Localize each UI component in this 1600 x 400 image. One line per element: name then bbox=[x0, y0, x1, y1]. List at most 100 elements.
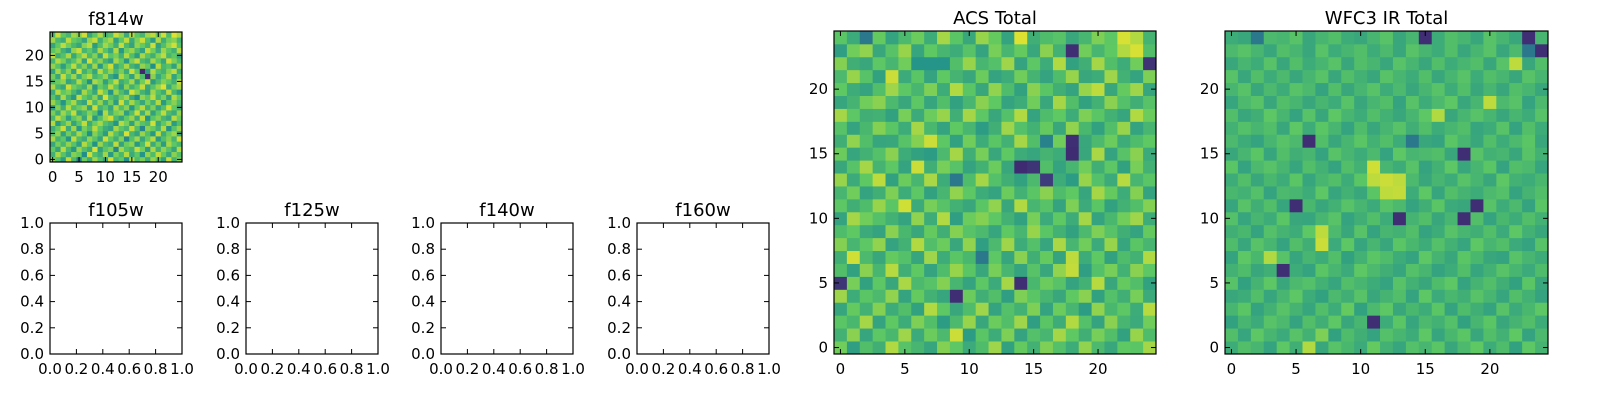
heatmap-cell bbox=[1457, 289, 1471, 303]
heatmap-cell bbox=[1289, 56, 1303, 71]
heatmap-cell bbox=[898, 276, 912, 290]
heatmap-cell bbox=[1027, 31, 1041, 45]
heatmap-cell bbox=[92, 68, 98, 74]
heatmap-cell bbox=[1431, 160, 1446, 174]
heatmap-cell bbox=[924, 56, 938, 71]
heatmap-cell bbox=[1367, 160, 1381, 174]
heatmap-cell bbox=[1392, 160, 1407, 174]
heatmap-cell bbox=[1405, 31, 1420, 45]
heatmap-cell bbox=[1001, 186, 1015, 200]
heatmap-cell bbox=[1040, 134, 1054, 148]
heatmap-cell bbox=[924, 173, 938, 187]
heatmap-cell bbox=[1052, 31, 1067, 45]
heatmap-cell bbox=[50, 141, 56, 147]
heatmap-cell bbox=[160, 68, 167, 74]
heatmap-cell bbox=[911, 134, 925, 148]
heatmap-cell bbox=[962, 289, 977, 303]
heatmap-cell bbox=[1289, 198, 1303, 213]
heatmap-cell bbox=[1143, 160, 1157, 174]
heatmap-cell bbox=[1250, 134, 1265, 148]
heatmap-cell bbox=[1143, 224, 1157, 239]
heatmap-cell bbox=[71, 99, 77, 106]
heatmap-cell bbox=[962, 263, 977, 277]
heatmap-cell bbox=[71, 73, 77, 80]
heatmap-cell bbox=[1091, 302, 1105, 316]
heatmap-cell bbox=[1250, 224, 1265, 239]
heatmap-cell bbox=[166, 63, 172, 69]
heatmap-cell bbox=[1014, 263, 1028, 277]
heatmap-cell bbox=[1380, 289, 1394, 303]
heatmap-cell bbox=[171, 104, 178, 111]
heatmap-cell bbox=[1250, 302, 1265, 316]
heatmap-cell bbox=[1014, 302, 1028, 316]
axes-frame bbox=[440, 222, 574, 355]
heatmap-cell bbox=[1470, 95, 1484, 109]
heatmap-cell bbox=[76, 125, 83, 132]
heatmap-cell bbox=[834, 173, 848, 187]
heatmap-cell bbox=[171, 63, 178, 69]
heatmap-cell bbox=[1250, 147, 1265, 161]
heatmap-cell bbox=[898, 134, 912, 148]
heatmap-cell bbox=[50, 73, 56, 80]
y-tick-label: 0.6 bbox=[216, 266, 240, 284]
heatmap-cell bbox=[1065, 237, 1080, 252]
heatmap-cell bbox=[1444, 56, 1458, 71]
heatmap-cell bbox=[885, 160, 899, 174]
heatmap-cell bbox=[102, 130, 109, 137]
heatmap-cell bbox=[1001, 302, 1015, 316]
heatmap-cell bbox=[1496, 263, 1510, 277]
heatmap-cell bbox=[898, 43, 912, 58]
heatmap-cell bbox=[155, 63, 162, 69]
heatmap-cell bbox=[872, 224, 886, 239]
heatmap-cell bbox=[176, 120, 183, 126]
heatmap-cell bbox=[1405, 134, 1420, 148]
axes-frame bbox=[1224, 30, 1549, 355]
heatmap-cell bbox=[1380, 328, 1394, 342]
heatmap-cell bbox=[872, 276, 886, 290]
heatmap-cell bbox=[1302, 198, 1316, 213]
x-tick-label: 20 bbox=[1088, 360, 1107, 378]
heatmap-cell bbox=[166, 130, 172, 137]
heatmap-cell bbox=[1418, 82, 1433, 96]
heatmap-cell bbox=[97, 78, 104, 85]
heatmap-cell bbox=[1509, 134, 1523, 148]
heatmap-cell bbox=[166, 99, 172, 106]
heatmap-cell bbox=[1431, 250, 1446, 264]
heatmap-cell bbox=[1431, 276, 1446, 290]
heatmap-cell bbox=[171, 89, 178, 95]
heatmap-cell bbox=[1130, 186, 1144, 200]
heatmap-cell bbox=[134, 110, 141, 116]
heatmap-cell bbox=[139, 58, 146, 64]
heatmap-cell bbox=[859, 95, 874, 109]
heatmap-cell bbox=[86, 37, 93, 43]
heatmap-cell bbox=[134, 84, 141, 90]
heatmap-cell bbox=[1405, 56, 1420, 71]
heatmap-cell bbox=[108, 115, 114, 121]
heatmap-cell bbox=[1237, 289, 1252, 303]
heatmap-cell bbox=[898, 147, 912, 161]
heatmap-cell bbox=[65, 125, 72, 132]
heatmap-cell bbox=[134, 94, 141, 100]
heatmap-cell bbox=[872, 289, 886, 303]
heatmap-cell bbox=[1237, 237, 1252, 252]
heatmap-cell bbox=[1483, 31, 1497, 45]
heatmap-cell bbox=[134, 89, 141, 95]
heatmap-cell bbox=[1367, 69, 1381, 84]
heatmap-cell bbox=[962, 224, 977, 239]
y-tick-label: 10 bbox=[809, 209, 828, 227]
heatmap-cell bbox=[60, 120, 67, 126]
heatmap-cell bbox=[71, 115, 77, 121]
heatmap-cell bbox=[988, 31, 1002, 45]
heatmap-cell bbox=[108, 73, 114, 80]
heatmap-cell bbox=[1405, 341, 1420, 355]
heatmap-cell bbox=[171, 99, 178, 106]
heatmap-cell bbox=[60, 84, 67, 90]
heatmap-cell bbox=[859, 43, 874, 58]
heatmap-cell bbox=[1470, 69, 1484, 84]
heatmap-cell bbox=[1470, 211, 1484, 226]
heatmap-cell bbox=[1225, 95, 1239, 109]
heatmap-cell bbox=[1001, 95, 1015, 109]
heatmap-cell bbox=[118, 58, 125, 64]
heatmap-cell bbox=[1263, 69, 1278, 84]
heatmap-cell bbox=[1431, 173, 1446, 187]
